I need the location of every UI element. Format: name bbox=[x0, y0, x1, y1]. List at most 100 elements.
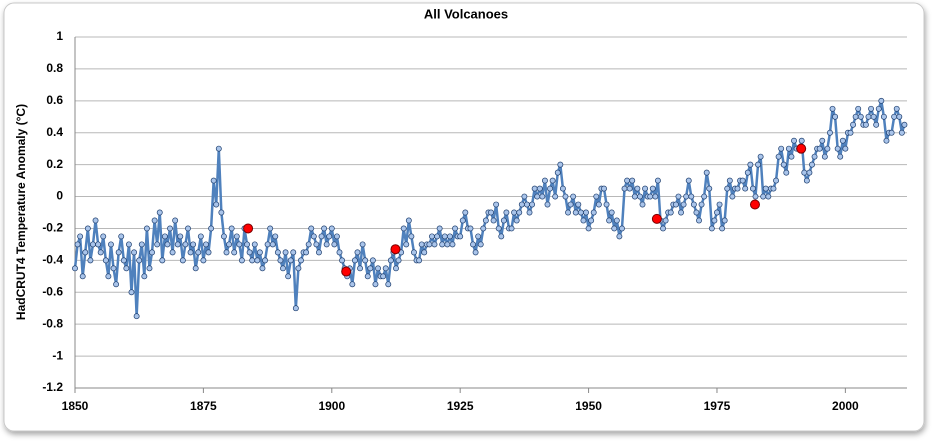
data-point bbox=[385, 281, 392, 288]
data-point bbox=[539, 193, 546, 200]
data-point bbox=[462, 209, 469, 216]
data-point bbox=[775, 153, 782, 160]
data-point bbox=[249, 257, 256, 264]
data-point bbox=[634, 185, 641, 192]
data-point bbox=[395, 257, 402, 264]
data-point bbox=[778, 145, 785, 152]
data-point bbox=[837, 153, 844, 160]
data-point bbox=[285, 273, 292, 280]
data-point bbox=[613, 217, 620, 224]
data-point bbox=[708, 225, 715, 232]
data-point bbox=[482, 217, 489, 224]
data-point bbox=[565, 209, 571, 216]
data-point bbox=[441, 233, 448, 240]
data-point bbox=[267, 225, 274, 232]
data-point bbox=[809, 161, 815, 168]
data-point bbox=[621, 185, 628, 192]
data-point bbox=[169, 249, 176, 256]
data-point bbox=[174, 241, 181, 248]
data-point bbox=[277, 257, 284, 264]
data-point bbox=[100, 233, 107, 240]
data-point bbox=[544, 201, 551, 208]
data-point bbox=[387, 257, 394, 264]
data-point bbox=[215, 145, 222, 152]
data-point bbox=[680, 201, 687, 208]
data-point bbox=[421, 249, 428, 256]
data-point bbox=[508, 225, 515, 232]
data-point bbox=[577, 209, 584, 216]
data-point bbox=[318, 233, 325, 240]
data-point bbox=[102, 257, 109, 264]
data-point bbox=[714, 209, 720, 216]
data-point bbox=[141, 273, 148, 280]
data-point bbox=[819, 137, 826, 144]
data-point bbox=[131, 249, 138, 256]
y-tick-label: 0.6 bbox=[46, 93, 63, 107]
data-point bbox=[534, 193, 541, 200]
data-point bbox=[791, 137, 797, 144]
data-point bbox=[875, 105, 882, 112]
data-point bbox=[457, 233, 464, 240]
data-point bbox=[898, 129, 905, 136]
data-point bbox=[351, 257, 358, 264]
data-point bbox=[631, 193, 638, 200]
data-point bbox=[562, 193, 569, 200]
data-point bbox=[339, 257, 346, 264]
data-point bbox=[893, 105, 900, 112]
data-point bbox=[595, 201, 602, 208]
data-point bbox=[393, 265, 399, 272]
data-point bbox=[616, 233, 623, 240]
y-tick-label: 1 bbox=[56, 29, 63, 43]
data-point bbox=[449, 241, 456, 248]
data-point bbox=[123, 265, 130, 272]
x-tick-label: 1900 bbox=[318, 399, 345, 413]
data-point bbox=[883, 137, 890, 144]
data-point bbox=[179, 257, 186, 264]
data-point bbox=[172, 217, 179, 224]
data-point bbox=[873, 121, 880, 128]
data-point bbox=[703, 169, 710, 176]
data-point bbox=[752, 193, 759, 200]
data-point bbox=[323, 241, 330, 248]
data-point bbox=[706, 185, 713, 192]
data-point bbox=[146, 265, 153, 272]
data-point bbox=[238, 257, 245, 264]
data-point bbox=[583, 209, 589, 216]
y-tick-label: -0.2 bbox=[42, 221, 63, 235]
data-point bbox=[164, 241, 171, 248]
volcano-point bbox=[243, 223, 254, 234]
data-point bbox=[639, 201, 646, 208]
data-point bbox=[552, 193, 559, 200]
y-tick-label: 0.4 bbox=[46, 125, 63, 139]
data-point bbox=[770, 185, 777, 192]
x-tick-label: 1850 bbox=[62, 399, 89, 413]
data-point bbox=[498, 233, 505, 240]
data-point bbox=[154, 241, 161, 248]
data-point bbox=[149, 249, 155, 256]
data-point bbox=[739, 177, 746, 184]
data-point bbox=[274, 249, 281, 256]
data-point bbox=[439, 241, 446, 248]
data-point bbox=[557, 161, 564, 168]
data-point bbox=[832, 113, 839, 120]
data-point bbox=[857, 113, 864, 120]
data-point bbox=[256, 249, 263, 256]
data-point bbox=[290, 249, 297, 256]
data-point bbox=[133, 313, 140, 320]
data-point bbox=[827, 129, 833, 136]
volcano-point bbox=[390, 244, 401, 255]
data-point bbox=[603, 201, 610, 208]
data-point bbox=[593, 193, 600, 200]
data-point bbox=[834, 145, 841, 152]
data-point bbox=[375, 265, 381, 272]
data-point bbox=[280, 265, 286, 272]
data-point bbox=[755, 161, 762, 168]
data-point bbox=[136, 257, 143, 264]
data-point bbox=[511, 209, 518, 216]
data-point bbox=[125, 241, 132, 248]
data-point bbox=[108, 241, 114, 248]
data-point bbox=[611, 225, 618, 232]
data-point bbox=[426, 241, 433, 248]
data-point bbox=[495, 225, 502, 232]
data-point bbox=[880, 113, 887, 120]
